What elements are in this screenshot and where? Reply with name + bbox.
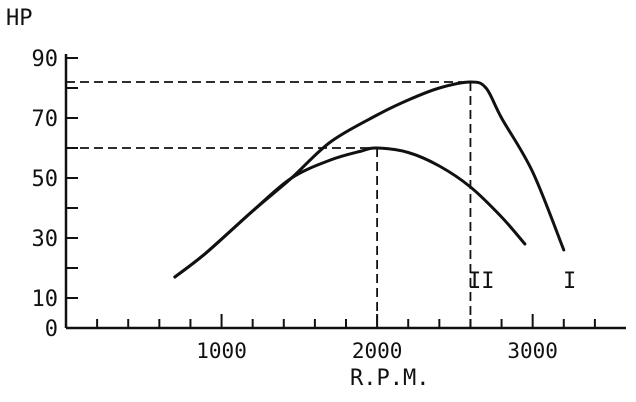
- y-tick-label: 10: [32, 287, 59, 312]
- series-line-I: [173, 80, 566, 279]
- x-tick-label: 1000: [196, 339, 247, 363]
- curves: [173, 80, 566, 279]
- y-tick-label: 50: [32, 167, 59, 192]
- y-tick-label: 0: [45, 317, 58, 342]
- series-label-I: I: [563, 269, 576, 294]
- y-tick-label: 30: [32, 227, 59, 252]
- y-tick-label: 70: [32, 107, 59, 132]
- x-tick-label: 2000: [352, 339, 403, 363]
- y-tick-label: 90: [32, 47, 59, 72]
- ticks: 0 10 30 50 70 90 1000 2000 3000: [32, 47, 596, 363]
- y-axis-label: HP: [6, 6, 33, 31]
- series-line-II: [173, 146, 527, 279]
- series-label-II: II: [468, 269, 495, 294]
- reference-lines: [66, 81, 472, 328]
- x-tick-label: 3000: [507, 339, 558, 363]
- x-axis-label: R.P.M.: [350, 366, 429, 391]
